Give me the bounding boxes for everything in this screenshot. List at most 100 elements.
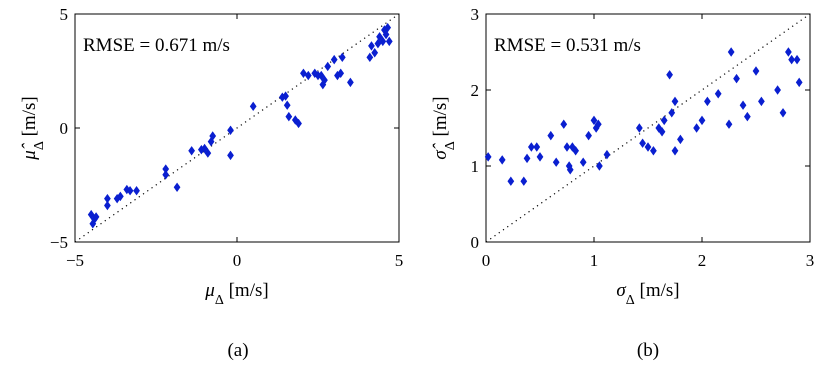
data-point <box>484 152 492 162</box>
data-point <box>714 89 722 99</box>
data-point <box>552 157 560 167</box>
data-point <box>201 143 208 154</box>
x-tick-label: 1 <box>590 251 599 270</box>
data-point <box>563 142 571 152</box>
data-point <box>126 185 134 196</box>
x-tick-label: 3 <box>806 251 815 270</box>
data-point <box>204 148 212 158</box>
data-point <box>92 212 100 222</box>
x-tick-label: −5 <box>66 251 84 270</box>
data-point <box>304 70 312 81</box>
data-point <box>371 48 379 58</box>
data-point <box>677 134 684 145</box>
y-tick-label: 3 <box>471 5 480 24</box>
reference-line <box>485 13 811 243</box>
data-point <box>283 100 291 110</box>
data-point <box>162 170 170 180</box>
data-point <box>295 118 302 129</box>
data-point <box>507 176 515 186</box>
data-point <box>725 119 733 129</box>
data-point <box>324 61 332 72</box>
data-point <box>655 123 663 133</box>
data-point <box>698 115 706 126</box>
x-axis-label: μΔ [m/s] <box>204 280 268 308</box>
data-point <box>317 70 325 81</box>
data-point <box>374 38 382 49</box>
data-point <box>635 123 643 133</box>
subfigure-caption: (b) <box>637 340 659 361</box>
data-point <box>752 66 760 76</box>
data-point <box>321 75 328 85</box>
data-point <box>104 200 111 211</box>
data-point <box>739 100 747 110</box>
data-point <box>523 153 531 164</box>
data-point <box>384 22 392 33</box>
x-tick-label: 2 <box>698 251 707 270</box>
data-point <box>536 152 544 162</box>
y-axis-label: μ̂Δ [m/s] <box>19 96 47 160</box>
reference-line <box>74 13 400 243</box>
data-point <box>376 32 383 42</box>
data-point <box>644 142 652 152</box>
data-point <box>585 130 592 141</box>
data-point <box>520 176 528 186</box>
data-point <box>603 149 611 160</box>
data-point <box>569 142 576 152</box>
data-point <box>379 36 387 47</box>
data-point <box>668 108 676 118</box>
data-point <box>666 70 673 80</box>
data-point <box>338 52 346 63</box>
data-point <box>347 77 354 88</box>
data-point <box>116 191 124 202</box>
y-tick-label: 0 <box>471 233 480 252</box>
data-point <box>173 182 181 192</box>
data-point <box>596 161 603 171</box>
data-point <box>639 138 646 148</box>
data-point <box>660 115 668 126</box>
data-point <box>572 146 580 156</box>
rmse-annotation: RMSE = 0.671 m/s <box>83 35 230 56</box>
data-point <box>704 96 711 107</box>
x-tick-label: 5 <box>395 251 404 270</box>
y-tick-label: −5 <box>50 233 68 252</box>
data-point <box>671 96 679 107</box>
chart-b: 0 1 2 3 0 1 2 3 RMSE = 0.531 m/s σΔ [m/s] σ̂Δ [m/s… <box>430 5 814 361</box>
data-point <box>227 125 234 135</box>
data-point <box>579 157 587 167</box>
data-point <box>382 29 390 40</box>
y-tick-label: 1 <box>471 157 480 176</box>
data-point <box>249 101 257 112</box>
data-point <box>758 96 765 107</box>
axes-frame <box>485 13 811 243</box>
data-point <box>671 146 679 156</box>
data-point <box>774 85 781 95</box>
data-point <box>733 73 740 84</box>
data-point <box>366 52 374 63</box>
data-point <box>779 108 787 118</box>
data-point <box>788 54 796 65</box>
data-point <box>527 142 535 152</box>
data-point <box>337 68 345 78</box>
subfigure-caption: (a) <box>227 340 248 361</box>
y-axis-label: σ̂Δ [m/s] <box>430 96 458 159</box>
data-point <box>533 142 541 152</box>
data-point <box>87 209 95 220</box>
y-tick-label: 5 <box>60 5 69 24</box>
data-point <box>300 68 307 78</box>
data-point <box>282 91 289 101</box>
data-point <box>227 150 234 161</box>
x-tick-label: 0 <box>233 251 242 270</box>
data-point <box>743 111 751 122</box>
data-point <box>594 119 602 129</box>
data-point <box>566 165 574 175</box>
data-point <box>188 146 196 156</box>
data-point <box>795 77 803 88</box>
x-tick-label: 0 <box>482 251 491 270</box>
data-point <box>368 41 375 51</box>
data-point <box>291 115 299 125</box>
chart-a: −5 0 5 −5 0 5 RMSE = 0.671 m/s μΔ [m/s] μ̂Δ [m/s… <box>19 5 403 361</box>
data-point <box>590 115 598 126</box>
data-point <box>330 54 338 65</box>
data-point <box>650 146 657 156</box>
